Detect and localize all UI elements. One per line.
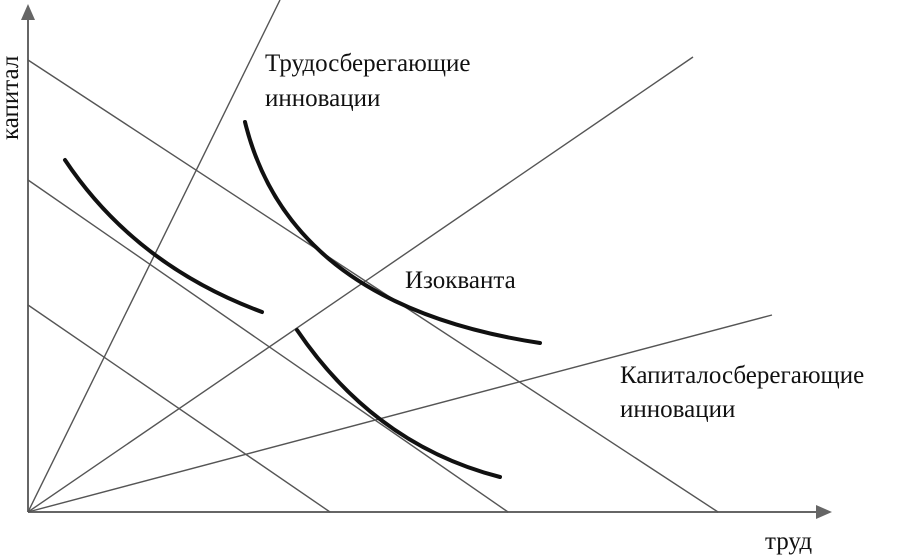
label-capital-saving: инновации	[620, 396, 735, 423]
isoquant-curve	[63, 158, 264, 314]
isocost-line	[27, 59, 719, 513]
expansion-ray	[27, 314, 773, 513]
isoquant-curve	[243, 120, 542, 345]
x-axis-label: труд	[765, 528, 812, 555]
x-axis-arrow	[816, 505, 832, 519]
y-axis-arrow	[21, 4, 35, 20]
label-capital-saving: Капиталосберегающие	[620, 362, 864, 389]
isocost-line	[27, 304, 331, 513]
isocost-line	[27, 179, 509, 513]
expansion-ray	[27, 56, 694, 513]
y-axis-label: капитал	[0, 56, 24, 140]
label-labor-saving: инновации	[265, 85, 380, 112]
isoquant-curve	[295, 328, 502, 479]
label-labor-saving: Трудосберегающие	[265, 50, 471, 77]
label-isoquant: Изокванта	[405, 267, 516, 294]
